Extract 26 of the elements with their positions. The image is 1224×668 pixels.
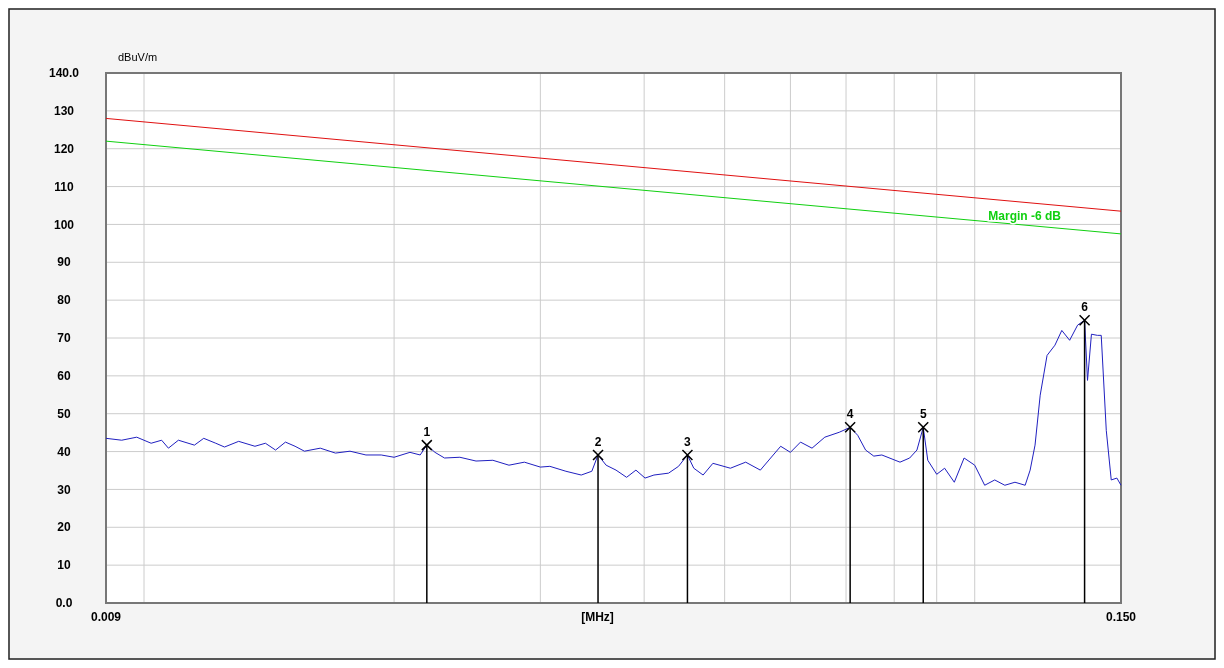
x-axis-title: [MHz] — [581, 610, 614, 624]
y-tick-label: 130 — [53, 104, 75, 119]
y-tick-label: 80 — [57, 293, 71, 308]
annotation: 6 — [1081, 300, 1089, 315]
y-tick-label: 120 — [53, 141, 75, 156]
y-tick-label: 0.0 — [55, 596, 73, 611]
y-tick-label: 20 — [57, 520, 71, 535]
x-tick-label: 0.009 — [90, 610, 122, 624]
y-tick-label: 100 — [53, 217, 75, 232]
y-tick-label: 40 — [57, 444, 71, 459]
annotation: 1 — [423, 425, 431, 440]
series-label: Margin -6 dB — [988, 208, 1062, 223]
y-tick-label: 90 — [57, 255, 71, 270]
x-tick-label: 0.150 — [1105, 610, 1137, 624]
y-tick-label: 70 — [57, 331, 71, 346]
annotation: 4 — [846, 407, 854, 422]
y-tick-label: 30 — [57, 482, 71, 497]
y-tick-label: 140.0 — [48, 66, 80, 81]
y-tick-label: 10 — [57, 558, 71, 573]
annotation: 3 — [684, 434, 692, 449]
y-tick-label: 110 — [54, 179, 75, 194]
annotation: 5 — [919, 407, 927, 422]
y-axis-title: dBuV/m — [118, 51, 158, 63]
y-tick-label: 60 — [57, 369, 71, 384]
annotation: 2 — [594, 434, 602, 449]
y-tick-label: 50 — [57, 406, 71, 421]
